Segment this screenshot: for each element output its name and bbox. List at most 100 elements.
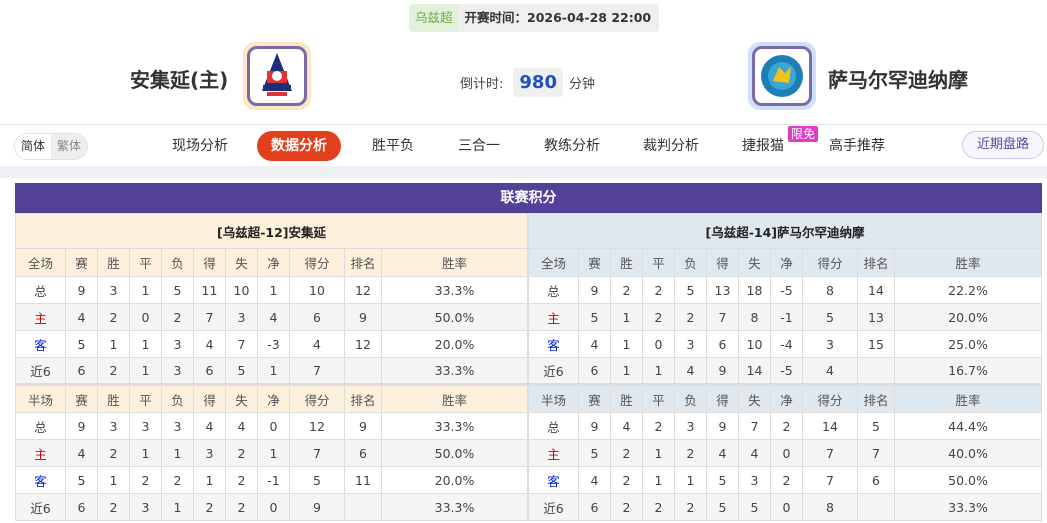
table-cell: 4	[706, 439, 739, 467]
row-label: 总	[15, 412, 66, 440]
table-cell: 5	[289, 466, 345, 494]
tab-expert-picks[interactable]: 高手推荐	[829, 138, 885, 154]
column-header: 净	[770, 248, 803, 277]
tab-coach-analysis[interactable]: 教练分析	[544, 138, 600, 154]
column-header: 得分	[289, 248, 345, 277]
column-header: 排名	[344, 248, 382, 277]
column-header: 胜	[610, 384, 643, 413]
home-team-logo[interactable]	[243, 42, 311, 110]
table-cell: 5	[578, 439, 611, 467]
column-header: 负	[674, 248, 707, 277]
table-cell: 2	[770, 412, 803, 440]
table-cell: 3	[193, 439, 226, 467]
column-header: 胜	[97, 248, 130, 277]
tab-data-analysis[interactable]: 数据分析	[257, 131, 341, 161]
table-cell: 3	[802, 330, 858, 358]
table-cell: 2	[97, 357, 130, 386]
team-label[interactable]: [乌兹超-12]安集延	[15, 213, 528, 249]
tab-referee-analysis[interactable]: 裁判分析	[643, 138, 699, 154]
table-cell: -1	[257, 466, 290, 494]
table-cell: 1	[642, 439, 675, 467]
table-cell: 3	[674, 412, 707, 440]
table-cell: 1	[129, 276, 162, 304]
table-cell: 12	[344, 276, 382, 304]
table-cell: 2	[610, 439, 643, 467]
row-label: 客	[528, 330, 579, 358]
table-cell: 4	[193, 412, 226, 440]
table-cell: 2	[642, 493, 675, 521]
table-cell: 2	[225, 439, 258, 467]
table-cell: 7	[738, 412, 771, 440]
table-cell: -4	[770, 330, 803, 358]
table-row: 近6 6 2 2 2 5 5 0 8 33.3%	[528, 493, 1042, 521]
league-label[interactable]: 乌兹超	[409, 4, 459, 32]
table-cell: 33.3%	[381, 276, 528, 304]
table-cell: 33.3%	[381, 493, 528, 521]
tab-win-draw-loss[interactable]: 胜平负	[372, 138, 414, 154]
column-header: 胜率	[894, 248, 1042, 277]
table-cell: 5	[674, 276, 707, 304]
table-cell: 3	[97, 412, 130, 440]
table-cell: 0	[770, 439, 803, 467]
row-label: 主	[15, 303, 66, 331]
table-cell: 8	[802, 493, 858, 521]
table-cell: 0	[257, 412, 290, 440]
table-cell: 6	[578, 357, 611, 386]
column-header: 胜率	[381, 384, 528, 413]
away-team-name[interactable]: 萨马尔罕迪纳摩	[828, 68, 968, 92]
table-cell: -5	[770, 357, 803, 386]
table-cell: 4	[738, 439, 771, 467]
column-header: 半场	[528, 384, 579, 413]
table-row: 总 9 2 2 5 13 18 -5 8 14 22.2%	[528, 276, 1042, 304]
column-header: 排名	[857, 384, 895, 413]
nav-bar: 简体 繁体 现场分析 数据分析 胜平负 三合一 教练分析 裁判分析 捷报猫 高手…	[0, 124, 1047, 166]
table-cell: 6	[344, 439, 382, 467]
home-standings: [乌兹超-12]安集延 全场赛胜平负得失净得分 排名 胜率总 9 3 1 5 11 10 1 10 12…	[15, 213, 528, 521]
table-cell: 9	[65, 412, 98, 440]
column-header: 胜率	[894, 384, 1042, 413]
language-toggle[interactable]: 简体 繁体	[14, 133, 89, 160]
table-row: 主 5 1 2 2 7 8 -1 5 13 20.0%	[528, 303, 1042, 331]
column-header: 负	[161, 384, 194, 413]
table-cell: 13	[706, 276, 739, 304]
table-cell: 4	[674, 357, 707, 386]
table-cell: 20.0%	[381, 466, 528, 494]
table-cell: 3	[674, 330, 707, 358]
column-header: 得分	[802, 248, 858, 277]
half-header-row: 半场赛胜平负得失净得分 排名 胜率	[528, 384, 1042, 413]
home-team-name[interactable]: 安集延(主)	[130, 68, 229, 92]
table-cell: 2	[674, 493, 707, 521]
column-header: 胜率	[381, 248, 528, 277]
tab-live-analysis[interactable]: 现场分析	[172, 138, 228, 154]
table-cell: 2	[610, 466, 643, 494]
tab-jiebaomao[interactable]: 捷报猫	[742, 138, 784, 154]
table-cell: 3	[738, 466, 771, 494]
team-label[interactable]: [乌兹超-14]萨马尔罕迪纳摩	[528, 213, 1042, 249]
table-cell: 2	[642, 412, 675, 440]
recent-odds-button[interactable]: 近期盘路	[962, 131, 1044, 159]
away-team-logo[interactable]	[748, 42, 816, 110]
column-header: 平	[129, 248, 162, 277]
tab-three-in-one[interactable]: 三合一	[458, 138, 500, 154]
table-cell: 9	[706, 412, 739, 440]
kickoff-time: 开赛时间：2026-04-28 22:00	[458, 4, 660, 32]
column-header: 净	[257, 384, 290, 413]
table-cell: 6	[65, 357, 98, 386]
table-cell: 2	[770, 466, 803, 494]
table-cell: 5	[706, 493, 739, 521]
table-cell: 20.0%	[381, 330, 528, 358]
table-cell: 2	[642, 276, 675, 304]
table-cell: 2	[97, 493, 130, 521]
column-header: 失	[738, 248, 771, 277]
table-cell: 2	[129, 466, 162, 494]
table-cell: 0	[770, 493, 803, 521]
table-cell: 6	[578, 493, 611, 521]
table-cell: 8	[802, 276, 858, 304]
standings-title: 联赛积分	[15, 183, 1042, 213]
column-header: 排名	[857, 248, 895, 277]
table-cell: 5	[65, 466, 98, 494]
table-cell	[857, 357, 895, 386]
simplified-button[interactable]: 简体	[15, 134, 52, 159]
table-row: 客 4 2 1 1 5 3 2 7 6 50.0%	[528, 466, 1042, 494]
traditional-button[interactable]: 繁体	[51, 134, 88, 159]
